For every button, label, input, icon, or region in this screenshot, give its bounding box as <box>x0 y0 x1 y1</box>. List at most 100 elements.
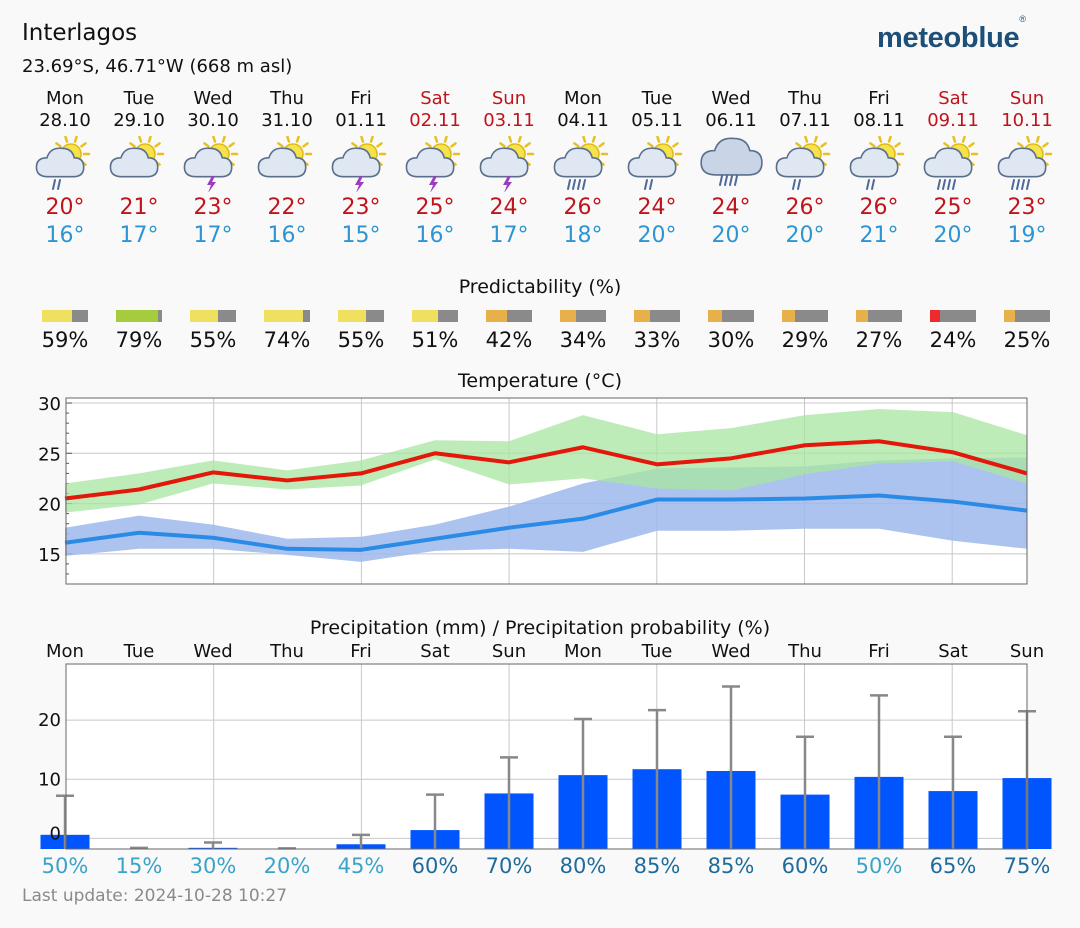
temp-max-line <box>64 439 1028 501</box>
precip-probability-value: 20% <box>263 854 311 878</box>
day-column[interactable]: Sun 10.11 23° 19° <box>990 88 1064 250</box>
predictability-value: 25% <box>1003 328 1051 352</box>
sun-cloud-drizzle-icon <box>775 135 831 190</box>
temperature-y-tick-label: 15 <box>38 545 61 566</box>
precipitation-day-label: Tue <box>641 641 673 662</box>
day-column[interactable]: Wed 06.11 24° 20° <box>694 88 768 250</box>
day-column[interactable]: Thu 07.11 26° 20° <box>768 88 842 250</box>
temp-min-spread-band <box>65 457 1027 562</box>
day-date: 04.11 <box>557 110 609 131</box>
day-name: Fri <box>350 88 372 109</box>
temp-min-line <box>64 493 1028 552</box>
precipitation-day-label: Thu <box>787 641 822 662</box>
day-date: 29.10 <box>113 110 165 131</box>
day-date: 30.10 <box>187 110 239 131</box>
predictability-bar <box>634 310 680 322</box>
predictability-bar <box>264 310 310 322</box>
precip-probability-value: 50% <box>41 854 89 878</box>
sun-cloud-thunder-icon <box>331 135 387 193</box>
temp-max: 25° <box>933 195 973 220</box>
temp-min: 21° <box>859 223 899 248</box>
sun-cloud-rain-icon <box>997 135 1053 190</box>
predictability-bar <box>338 310 384 322</box>
day-column[interactable]: Wed 30.10 23° 17° <box>176 88 250 250</box>
sun-cloud-thunder-icon <box>183 135 239 193</box>
day-name: Sat <box>938 88 968 109</box>
day-column[interactable]: Tue 29.10 21° 17° <box>102 88 176 250</box>
predictability-bar <box>42 310 88 322</box>
temp-min: 20° <box>637 223 677 248</box>
predictability-bar <box>782 310 828 322</box>
predictability-value: 51% <box>411 328 459 352</box>
temperature-y-tick-label: 20 <box>38 495 61 516</box>
precip-probability-value: 80% <box>559 854 607 878</box>
predictability-fill <box>708 310 722 322</box>
temp-min: 16° <box>267 223 307 248</box>
day-name: Sat <box>420 88 450 109</box>
predictability-cell: 55% <box>176 308 250 352</box>
day-column[interactable]: Fri 01.11 23° 15° <box>324 88 398 250</box>
precip-probability-value: 85% <box>633 854 681 878</box>
predictability-cell: 59% <box>28 308 102 352</box>
precip-probability-value: 60% <box>781 854 829 878</box>
temp-min: 16° <box>45 223 85 248</box>
predictability-fill <box>190 310 218 322</box>
day-column[interactable]: Mon 04.11 26° 18° <box>546 88 620 250</box>
temp-max: 24° <box>489 195 529 220</box>
precipitation-y-tick-label: 0 <box>50 823 61 844</box>
precip-probability-value: 30% <box>189 854 237 878</box>
day-column[interactable]: Fri 08.11 26° 21° <box>842 88 916 250</box>
precipitation-day-label: Fri <box>868 641 889 662</box>
temperature-y-tick-label: 30 <box>38 394 61 415</box>
predictability-value: 29% <box>781 328 829 352</box>
day-column[interactable]: Tue 05.11 24° 20° <box>620 88 694 250</box>
day-date: 07.11 <box>779 110 831 131</box>
precipitation-day-label: Tue <box>123 641 155 662</box>
logo-text: meteoblue <box>877 22 1020 54</box>
predictability-cell: 33% <box>620 308 694 352</box>
location-title: Interlagos <box>22 20 138 46</box>
precip-probability-value: 60% <box>411 854 459 878</box>
day-column[interactable]: Sun 03.11 24° 17° <box>472 88 546 250</box>
day-column[interactable]: Mon 28.10 20° 16° <box>28 88 102 250</box>
predictability-value: 33% <box>633 328 681 352</box>
day-column[interactable]: Sat 09.11 25° 20° <box>916 88 990 250</box>
predictability-bar <box>116 310 162 322</box>
temp-max: 26° <box>563 195 603 220</box>
day-column[interactable]: Thu 31.10 22° 16° <box>250 88 324 250</box>
sun-cloud-rain-icon <box>923 135 979 190</box>
predictability-fill <box>634 310 650 322</box>
predictability-value: 30% <box>707 328 755 352</box>
predictability-fill <box>412 310 438 322</box>
precipitation-day-label: Sun <box>492 641 526 662</box>
day-name: Mon <box>564 88 602 109</box>
day-date: 31.10 <box>261 110 313 131</box>
day-column[interactable]: Sat 02.11 25° 16° <box>398 88 472 250</box>
sun-cloud-icon <box>257 135 313 178</box>
predictability-fill <box>338 310 366 322</box>
predictability-cell: 27% <box>842 308 916 352</box>
sun-cloud-rain-icon <box>553 135 609 190</box>
predictability-bar <box>486 310 532 322</box>
precipitation-day-label: Wed <box>193 641 232 662</box>
day-date: 03.11 <box>483 110 535 131</box>
temp-max: 23° <box>1007 195 1047 220</box>
predictability-fill <box>486 310 507 322</box>
day-name: Wed <box>711 88 751 109</box>
predictability-cell: 34% <box>546 308 620 352</box>
meteoblue-logo[interactable]: meteoblue® <box>877 14 1026 55</box>
precipitation-day-label: Thu <box>269 641 304 662</box>
predictability-fill <box>264 310 303 322</box>
predictability-cell: 24% <box>916 308 990 352</box>
temp-max: 26° <box>859 195 899 220</box>
predictability-cell: 51% <box>398 308 472 352</box>
temp-max-spread-band <box>65 409 1027 513</box>
day-name: Sun <box>1009 88 1045 109</box>
predictability-bar <box>1004 310 1050 322</box>
day-date: 02.11 <box>409 110 461 131</box>
predictability-fill <box>116 310 158 322</box>
day-date: 01.11 <box>335 110 387 131</box>
precipitation-y-tick-label: 20 <box>38 710 61 731</box>
sun-cloud-icon <box>109 135 165 178</box>
precipitation-day-label: Mon <box>46 641 84 662</box>
